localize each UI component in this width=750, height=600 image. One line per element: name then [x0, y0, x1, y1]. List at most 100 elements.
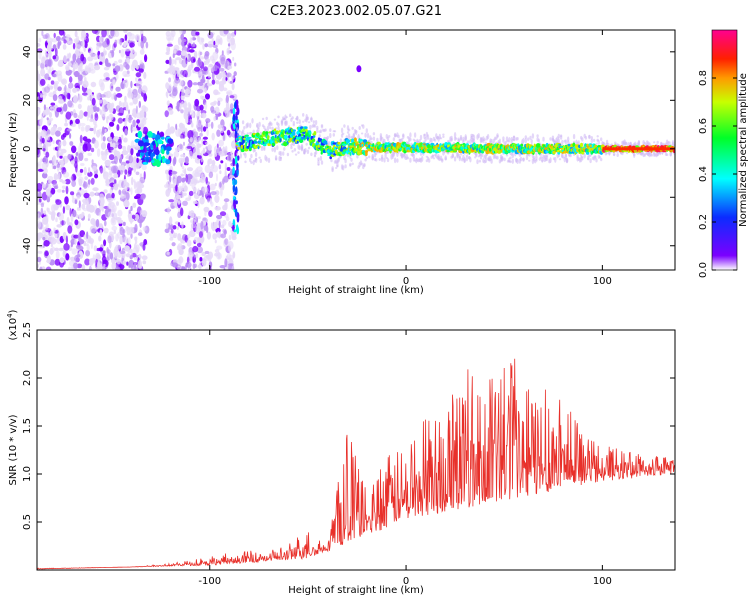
noise-blob [210, 121, 214, 129]
track-halo [344, 164, 347, 169]
track-halo [511, 158, 514, 164]
track-halo [244, 152, 247, 159]
noise-blob [46, 117, 49, 121]
noise-blob [226, 47, 230, 56]
noise-blob [225, 94, 229, 104]
noise-blob [96, 262, 103, 270]
noise-blob [222, 204, 228, 211]
noise-blob [102, 266, 105, 270]
track-halo [505, 154, 509, 157]
noise-blob [205, 176, 208, 184]
noise-blob [116, 93, 123, 98]
noise-blob [108, 170, 113, 176]
noise-blob [186, 239, 192, 247]
noise-blob [211, 71, 215, 80]
noise-blob [173, 49, 177, 55]
noise-blob [57, 126, 63, 132]
noise-blob [63, 91, 68, 96]
noise-blob [127, 92, 134, 99]
track-halo [386, 136, 390, 142]
y-tick-label: 2.5 [22, 322, 33, 338]
noise-blob [54, 233, 58, 238]
noise-blob [216, 231, 221, 238]
noise-blob [79, 134, 83, 144]
noise-blob [188, 49, 195, 53]
noise-blob [65, 66, 70, 71]
cluster-blob [137, 149, 142, 153]
noise-blob [179, 144, 183, 150]
track-halo [413, 132, 417, 138]
track-core [262, 143, 267, 147]
track-halo [246, 132, 249, 135]
noise-blob [135, 105, 138, 114]
track-halo [472, 134, 476, 141]
x-tick-label: 100 [593, 276, 612, 287]
noise-band-0 [37, 30, 150, 270]
noise-blob [165, 169, 169, 175]
noise-blob [134, 214, 140, 221]
track-halo [537, 138, 540, 143]
noise-blob [117, 112, 124, 116]
track-halo [236, 127, 239, 132]
noise-blob [165, 59, 170, 64]
noise-blob [94, 113, 99, 121]
noise-blob [131, 112, 136, 117]
noise-blob [119, 250, 126, 255]
noise-blob [44, 59, 51, 67]
y-tick-label: 2.0 [22, 370, 33, 386]
noise-blob [195, 253, 199, 259]
track-halo [419, 134, 423, 141]
noise-blob [122, 80, 125, 84]
noise-blob [56, 107, 62, 113]
noise-blob [199, 104, 204, 111]
noise-blob [169, 216, 173, 226]
track-halo [605, 152, 609, 155]
track-core [240, 144, 244, 149]
noise-blob [69, 76, 73, 83]
noise-blob [56, 159, 59, 164]
noise-blob [113, 173, 119, 179]
noise-blob [52, 156, 56, 165]
track-halo [302, 113, 305, 117]
noise-blob [192, 176, 198, 184]
track-halo [431, 154, 434, 158]
track-halo [292, 120, 295, 125]
noise-blob [43, 226, 48, 231]
noise-blob [93, 245, 98, 252]
noise-blob [129, 33, 135, 40]
noise-blob [125, 63, 130, 70]
noise-blob [37, 213, 40, 218]
noise-blob [103, 166, 106, 175]
track-halo [306, 149, 310, 155]
noise-blob [130, 187, 133, 195]
track-halo [516, 159, 519, 164]
noise-blob [180, 92, 186, 96]
noise-blob [103, 66, 110, 71]
noise-blob [200, 95, 203, 100]
noise-blob [93, 125, 96, 135]
track-halo [498, 138, 502, 145]
noise-blob [130, 232, 133, 239]
track-halo [392, 151, 396, 157]
track-halo [458, 155, 461, 162]
noise-blob [89, 118, 95, 123]
noise-blob [130, 248, 133, 254]
noise-blob [115, 266, 121, 270]
noise-blob [186, 145, 193, 149]
noise-blob [87, 152, 92, 156]
noise-blob [48, 65, 52, 74]
noise-blob [98, 247, 104, 252]
track-halo [450, 138, 453, 142]
noise-blob [176, 101, 180, 109]
noise-blob [225, 216, 230, 222]
noise-blob [77, 66, 81, 73]
track-halo [535, 154, 538, 161]
noise-blob [37, 92, 40, 97]
noise-blob [54, 80, 59, 85]
noise-blob [105, 178, 111, 186]
noise-blob [211, 132, 215, 141]
noise-blob [62, 231, 67, 241]
track-halo [246, 122, 249, 128]
noise-blob [91, 97, 96, 106]
